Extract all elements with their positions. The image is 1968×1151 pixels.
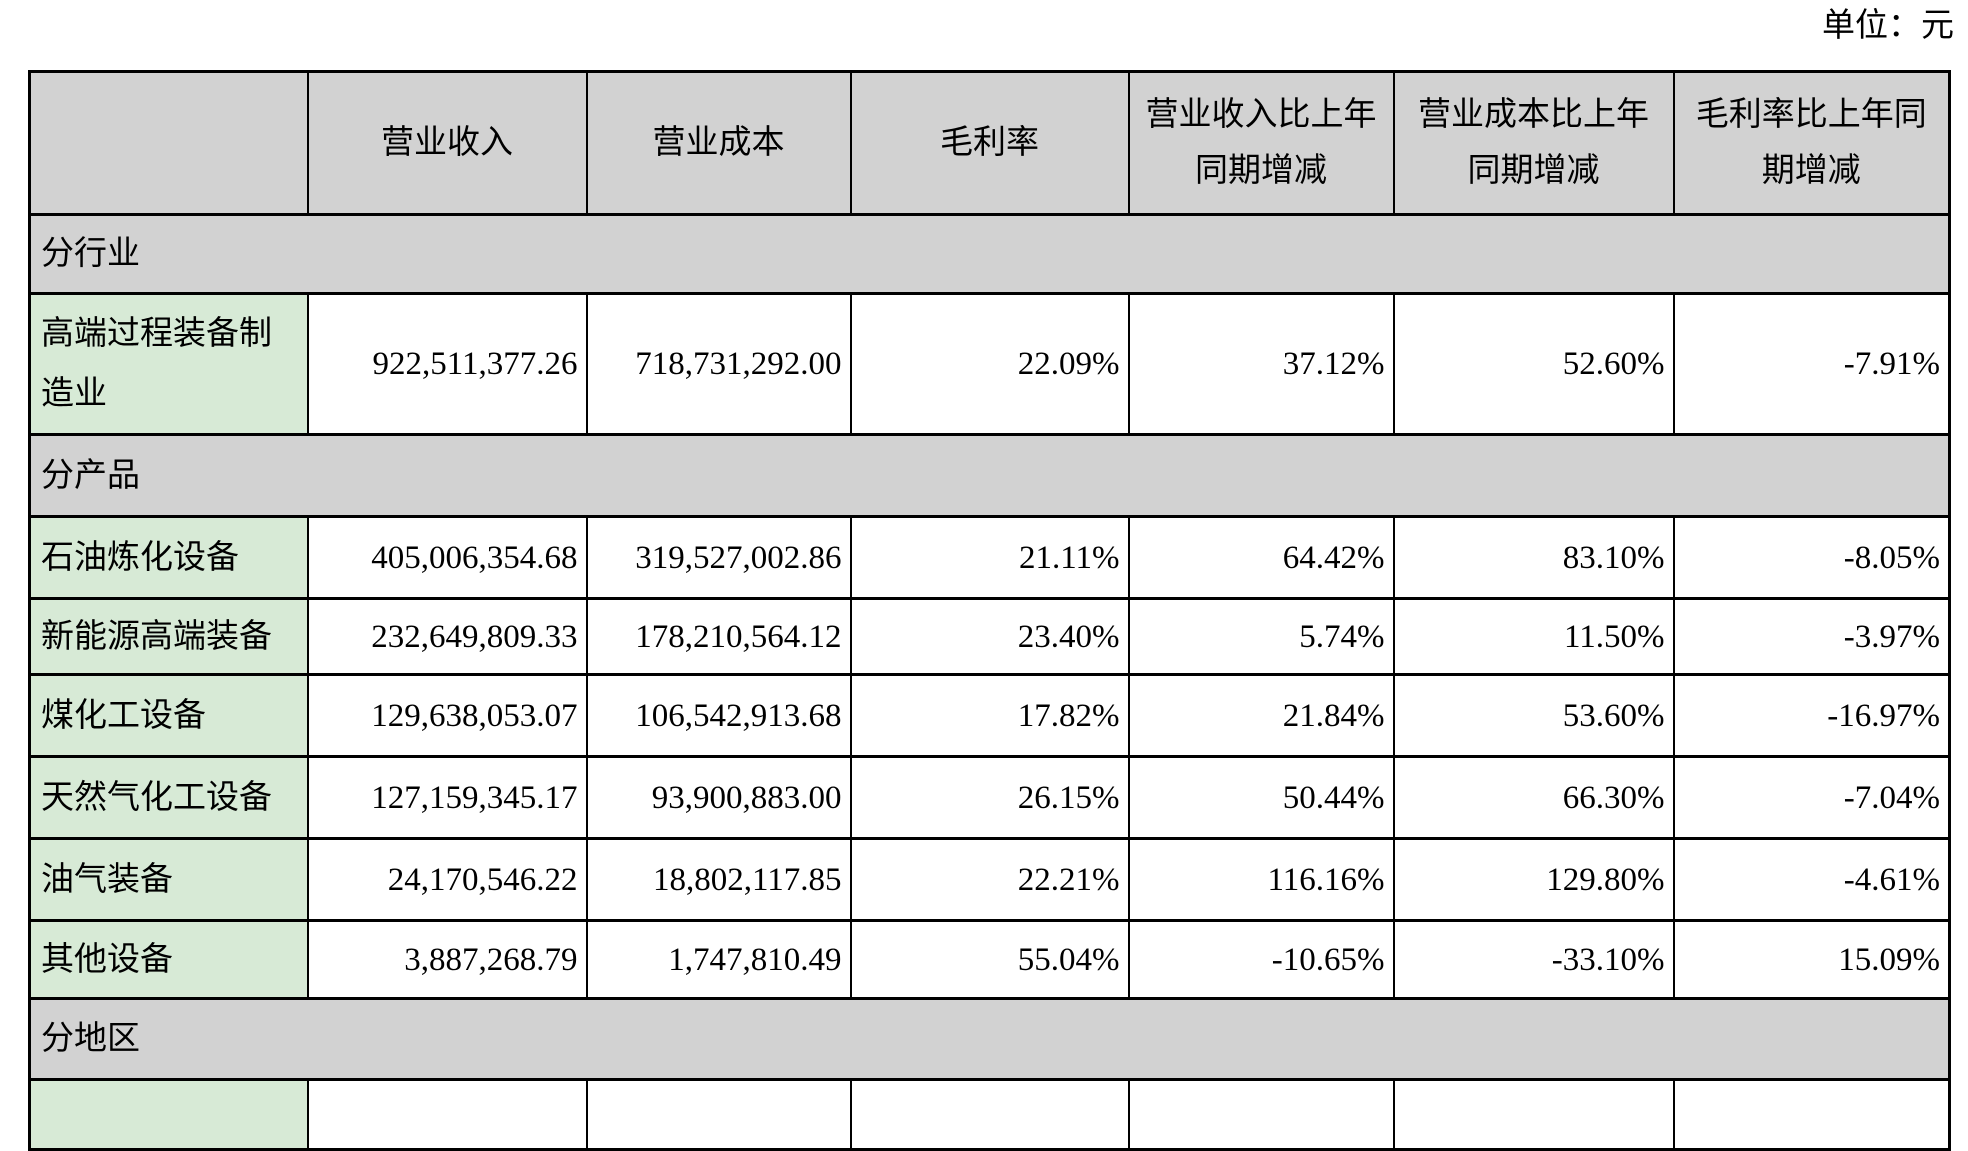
header-revenue-yoy: 营业收入比上年 同期增减: [1127, 70, 1395, 216]
revenue-yoy-cell: -10.65%: [1127, 919, 1395, 1000]
margin-cell: 55.04%: [849, 919, 1130, 1000]
margin-yoy-cell: -7.04%: [1672, 755, 1951, 840]
section-title: 分行业: [28, 213, 1951, 295]
cost-yoy-cell: 83.10%: [1392, 515, 1675, 600]
cost-cell: 1,747,810.49: [585, 919, 852, 1000]
margin-cell: 23.40%: [849, 597, 1130, 676]
margin-yoy-cell: -3.97%: [1672, 597, 1951, 676]
revenue-yoy-cell: 21.84%: [1127, 673, 1395, 758]
header-margin-yoy: 毛利率比上年同 期增减: [1672, 70, 1951, 216]
header-blank-cell: [28, 70, 309, 216]
margin-cell: 26.15%: [849, 755, 1130, 840]
cost-cell: 93,900,883.00: [585, 755, 852, 840]
report-page: { "unit_label": "单位：元", "table": { "head…: [28, 8, 1954, 1151]
margin-yoy-cell: -7.91%: [1672, 292, 1951, 436]
cost-yoy-cell: 66.30%: [1392, 755, 1675, 840]
unit-label: 单位：元: [1822, 8, 1954, 44]
section-title: 分地区: [28, 997, 1951, 1081]
header-margin: 毛利率: [849, 70, 1130, 216]
revenue-cell: 129,638,053.07: [306, 673, 588, 758]
revenue-yoy-cell: 64.42%: [1127, 515, 1395, 600]
revenue-yoy-cell: 116.16%: [1127, 837, 1395, 922]
section-row-industry: 分行业: [28, 213, 1951, 295]
cost-cell: 319,527,002.86: [585, 515, 852, 600]
cost-yoy-cell: 52.60%: [1392, 292, 1675, 436]
cost-yoy-cell: -33.10%: [1392, 919, 1675, 1000]
header-revenue: 营业收入: [306, 70, 588, 216]
header-cost: 营业成本: [585, 70, 852, 216]
margin-yoy-cell: [1672, 1078, 1951, 1151]
cost-yoy-cell: 53.60%: [1392, 673, 1675, 758]
row-label: 煤化工设备: [28, 673, 309, 758]
row-label: 天然气化工设备: [28, 755, 309, 840]
cost-yoy-cell: 129.80%: [1392, 837, 1675, 922]
section-row-product: 分产品: [28, 433, 1951, 518]
margin-cell: 17.82%: [849, 673, 1130, 758]
table-row: 新能源高端装备 232,649,809.33 178,210,564.12 23…: [28, 597, 1951, 676]
cost-yoy-cell: 11.50%: [1392, 597, 1675, 676]
cost-yoy-cell: [1392, 1078, 1675, 1151]
cost-cell: [585, 1078, 852, 1151]
revenue-yoy-cell: 50.44%: [1127, 755, 1395, 840]
cost-cell: 18,802,117.85: [585, 837, 852, 922]
revenue-yoy-cell: 37.12%: [1127, 292, 1395, 436]
margin-cell: [849, 1078, 1130, 1151]
row-label: 其他设备: [28, 919, 309, 1000]
margin-cell: 22.09%: [849, 292, 1130, 436]
table-row: 石油炼化设备 405,006,354.68 319,527,002.86 21.…: [28, 515, 1951, 600]
revenue-cell: 405,006,354.68: [306, 515, 588, 600]
table-row: 天然气化工设备 127,159,345.17 93,900,883.00 26.…: [28, 755, 1951, 840]
revenue-yoy-cell: 5.74%: [1127, 597, 1395, 676]
cost-cell: 718,731,292.00: [585, 292, 852, 436]
margin-cell: 22.21%: [849, 837, 1130, 922]
revenue-cell: 127,159,345.17: [306, 755, 588, 840]
revenue-cell: 24,170,546.22: [306, 837, 588, 922]
table-row: 高端过程装备制 造业 922,511,377.26 718,731,292.00…: [28, 292, 1951, 436]
row-label: 石油炼化设备: [28, 515, 309, 600]
margin-yoy-cell: -16.97%: [1672, 673, 1951, 758]
section-row-region: 分地区: [28, 997, 1951, 1081]
margin-yoy-cell: 15.09%: [1672, 919, 1951, 1000]
revenue-cell: 232,649,809.33: [306, 597, 588, 676]
revenue-cell: 922,511,377.26: [306, 292, 588, 436]
cost-cell: 106,542,913.68: [585, 673, 852, 758]
revenue-cell: 3,887,268.79: [306, 919, 588, 1000]
table-row-partial: [28, 1078, 1951, 1151]
table-row: 油气装备 24,170,546.22 18,802,117.85 22.21% …: [28, 837, 1951, 922]
header-cost-yoy: 营业成本比上年 同期增减: [1392, 70, 1675, 216]
cost-cell: 178,210,564.12: [585, 597, 852, 676]
row-label: [28, 1078, 309, 1151]
revenue-yoy-cell: [1127, 1078, 1395, 1151]
table-row: 其他设备 3,887,268.79 1,747,810.49 55.04% -1…: [28, 919, 1951, 1000]
row-label: 新能源高端装备: [28, 597, 309, 676]
row-label: 油气装备: [28, 837, 309, 922]
revenue-cell: [306, 1078, 588, 1151]
margin-yoy-cell: -8.05%: [1672, 515, 1951, 600]
section-title: 分产品: [28, 433, 1951, 518]
table-header-row: 营业收入 营业成本 毛利率 营业收入比上年 同期增减 营业成本比上年 同期增减 …: [28, 70, 1951, 216]
margin-yoy-cell: -4.61%: [1672, 837, 1951, 922]
table-row: 煤化工设备 129,638,053.07 106,542,913.68 17.8…: [28, 673, 1951, 758]
financial-breakdown-table: 营业收入 营业成本 毛利率 营业收入比上年 同期增减 营业成本比上年 同期增减 …: [28, 70, 1951, 1151]
row-label: 高端过程装备制 造业: [28, 292, 309, 436]
margin-cell: 21.11%: [849, 515, 1130, 600]
